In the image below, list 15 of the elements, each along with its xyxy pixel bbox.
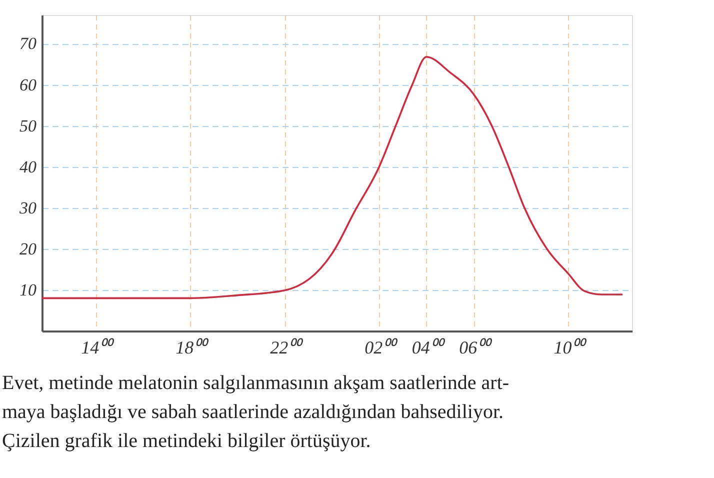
x-tick-label: 06⁰⁰ [459,338,494,358]
y-tick-label: 60 [20,75,37,94]
x-tick-label: 22⁰⁰ [270,338,304,358]
y-tick-label: 50 [20,116,37,136]
x-tick-label: 02⁰⁰ [364,338,399,358]
x-tick-label: 10⁰⁰ [554,338,588,358]
y-tick-label: 70 [20,34,37,54]
text: Evet, metinde melatonin salgılanmasının akşam saatlerinde art- maya başladığı ve sabah saatlerinde azaldığından bahsediliyor. Çizilen grafik ile metindeki bilgiler örtüşüyor. [2,372,510,452]
y-tick-label: 20 [20,239,37,258]
y-tick-label: 40 [20,157,37,176]
x-tick-label: 04⁰⁰ [412,338,446,358]
x-tick-label: 14⁰⁰ [81,338,116,358]
y-tick-label: 30 [18,198,37,218]
y-tick-label: 10 [20,280,37,300]
x-tick-label: 18⁰⁰ [176,338,210,358]
